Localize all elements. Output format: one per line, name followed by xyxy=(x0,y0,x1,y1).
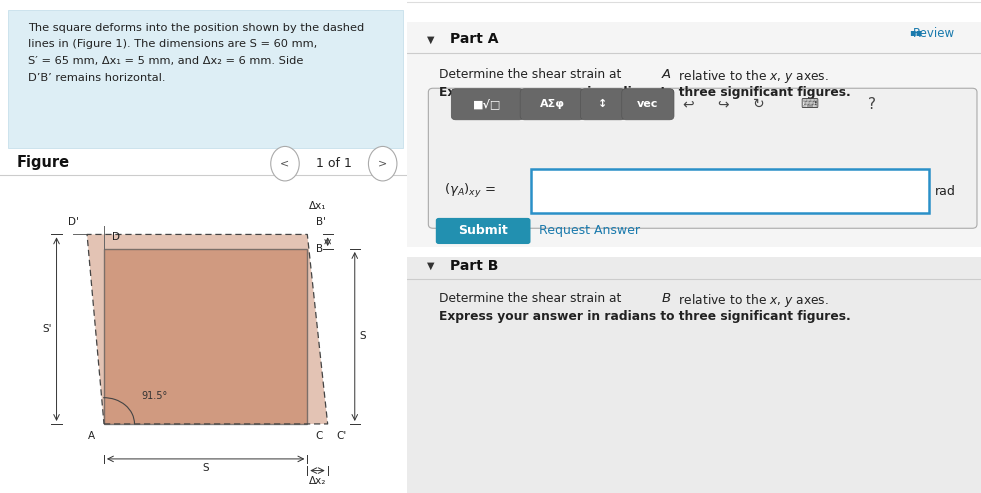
Text: S': S' xyxy=(42,324,51,334)
Text: ΑΣφ: ΑΣφ xyxy=(540,99,564,109)
Text: relative to the $x$, $y$ axes.: relative to the $x$, $y$ axes. xyxy=(675,292,828,309)
Text: Part A: Part A xyxy=(450,33,498,46)
FancyBboxPatch shape xyxy=(407,22,981,246)
Text: Determine the shear strain at: Determine the shear strain at xyxy=(439,292,625,305)
Text: Δx₂: Δx₂ xyxy=(309,476,326,487)
Text: $\mathit{A}$: $\mathit{A}$ xyxy=(661,68,672,81)
Text: Review: Review xyxy=(913,27,955,40)
Text: ⌨: ⌨ xyxy=(800,98,818,111)
Circle shape xyxy=(271,146,299,181)
Text: $\mathit{B}$: $\mathit{B}$ xyxy=(661,292,671,305)
Text: B': B' xyxy=(316,217,326,227)
Text: C: C xyxy=(316,431,323,441)
Text: >: > xyxy=(378,158,387,168)
FancyBboxPatch shape xyxy=(429,88,977,228)
Text: C': C' xyxy=(336,431,346,441)
Text: ↕: ↕ xyxy=(598,99,607,109)
FancyBboxPatch shape xyxy=(451,89,524,120)
FancyBboxPatch shape xyxy=(520,89,584,120)
Text: D': D' xyxy=(68,217,78,227)
Text: vec: vec xyxy=(638,99,658,109)
Text: S: S xyxy=(360,331,367,342)
Text: $(\gamma_A)_{xy}$ =: $(\gamma_A)_{xy}$ = xyxy=(444,182,496,200)
Text: S: S xyxy=(202,463,209,473)
FancyBboxPatch shape xyxy=(407,257,981,493)
Text: Submit: Submit xyxy=(458,224,508,237)
Text: ■√□: ■√□ xyxy=(473,99,501,109)
Text: A: A xyxy=(88,431,95,441)
FancyBboxPatch shape xyxy=(622,89,674,120)
Text: ?: ? xyxy=(868,97,876,112)
Text: Express your answer in radians to three significant figures.: Express your answer in radians to three … xyxy=(439,310,851,322)
Text: Determine the shear strain at: Determine the shear strain at xyxy=(439,68,625,81)
Text: 91.5°: 91.5° xyxy=(141,390,168,401)
Text: S′ = 65 mm, Δx₁ = 5 mm, and Δx₂ = 6 mm. Side: S′ = 65 mm, Δx₁ = 5 mm, and Δx₂ = 6 mm. … xyxy=(28,56,304,66)
Text: D: D xyxy=(113,232,121,242)
Text: The square deforms into the position shown by the dashed: The square deforms into the position sho… xyxy=(28,23,365,33)
Text: ↻: ↻ xyxy=(752,97,764,111)
FancyBboxPatch shape xyxy=(531,169,929,213)
Text: Figure: Figure xyxy=(17,155,70,170)
Text: ▼: ▼ xyxy=(427,261,435,271)
Text: ↩: ↩ xyxy=(683,97,695,111)
Text: ▼: ▼ xyxy=(427,35,435,44)
Text: Request Answer: Request Answer xyxy=(540,224,641,237)
Text: ▪▪: ▪▪ xyxy=(909,27,922,37)
FancyBboxPatch shape xyxy=(436,218,531,244)
Text: Part B: Part B xyxy=(450,259,498,273)
FancyBboxPatch shape xyxy=(8,10,403,148)
Text: D’B’ remains horizontal.: D’B’ remains horizontal. xyxy=(28,73,166,83)
Text: B: B xyxy=(316,244,323,254)
Text: Express your answer in radians to three significant figures.: Express your answer in radians to three … xyxy=(439,86,851,99)
Text: lines in (Figure 1). The dimensions are S = 60 mm,: lines in (Figure 1). The dimensions are … xyxy=(28,39,318,49)
Text: rad: rad xyxy=(935,185,955,198)
Polygon shape xyxy=(104,249,307,424)
Circle shape xyxy=(369,146,397,181)
Text: ↪: ↪ xyxy=(717,97,729,111)
Text: Δx₁: Δx₁ xyxy=(309,201,327,211)
Text: <: < xyxy=(281,158,289,168)
Polygon shape xyxy=(87,235,328,424)
Text: relative to the $x$, $y$ axes.: relative to the $x$, $y$ axes. xyxy=(675,68,828,85)
Text: 1 of 1: 1 of 1 xyxy=(316,157,352,170)
FancyBboxPatch shape xyxy=(581,89,625,120)
